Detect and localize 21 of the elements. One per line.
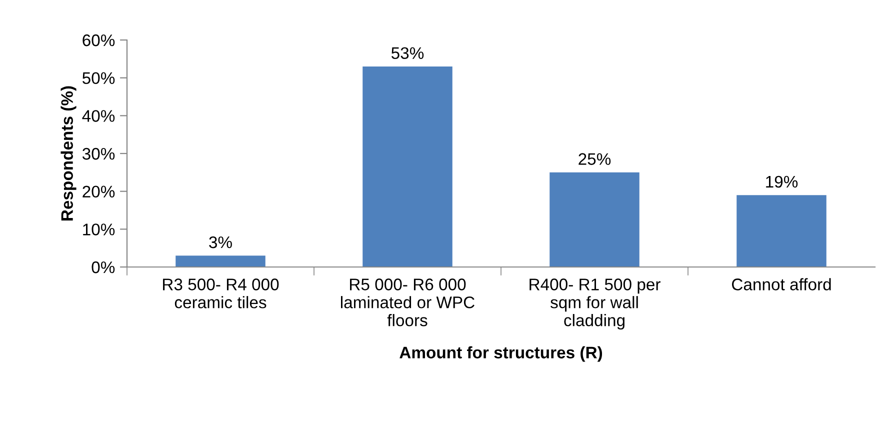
- y-tick-label: 20%: [82, 186, 115, 198]
- data-label: 19%: [766, 176, 798, 188]
- bar: [362, 66, 452, 267]
- y-tick-label: 10%: [83, 224, 115, 236]
- bar: [550, 172, 640, 267]
- data-label: 25%: [578, 153, 611, 165]
- y-tick-label: 0%: [92, 261, 115, 274]
- bar: [176, 256, 266, 267]
- x-tick-label: R3 500- R4 000 ceramic tiles: [163, 278, 279, 308]
- x-axis-title: Amount for structures (R): [400, 346, 602, 362]
- y-tick-label: 40%: [82, 110, 115, 122]
- data-label: 3%: [209, 236, 232, 248]
- y-axis-title: Respondents (%): [60, 86, 76, 220]
- x-tick-label: R5 000- R6 000 laminated or WPC floors: [341, 278, 474, 326]
- y-tick-label: 60%: [82, 34, 115, 46]
- y-tick-label: 30%: [82, 148, 115, 160]
- x-tick-label: R400- R1 500 per sqm for wall cladding: [530, 278, 660, 330]
- data-label: 53%: [391, 47, 424, 60]
- y-tick-label: 50%: [82, 72, 115, 84]
- x-tick-label: Cannot afford: [732, 278, 831, 290]
- bar: [736, 195, 826, 267]
